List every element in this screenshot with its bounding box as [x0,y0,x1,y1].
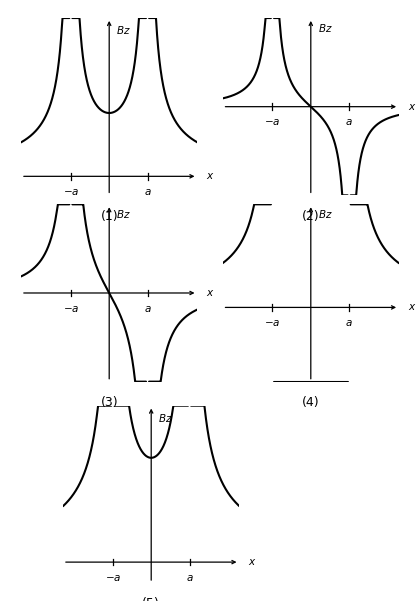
Text: $-a$: $-a$ [264,318,281,328]
Text: $x$: $x$ [248,557,257,567]
Text: $Bz$: $Bz$ [116,25,131,37]
Text: $x$: $x$ [206,288,215,298]
Text: $a$: $a$ [144,187,151,197]
Text: $Bz$: $Bz$ [116,208,131,220]
Text: $-a$: $-a$ [105,573,121,583]
Text: (3): (3) [100,396,118,409]
Text: $-a$: $-a$ [63,304,79,314]
Text: $-a$: $-a$ [264,117,281,127]
Text: (5): (5) [142,597,160,601]
Text: $x$: $x$ [408,302,416,313]
Text: $-a$: $-a$ [63,187,79,197]
Text: $a$: $a$ [345,117,353,127]
Text: $Bz$: $Bz$ [318,209,333,221]
Text: $Bz$: $Bz$ [158,412,173,424]
Text: $Bz$: $Bz$ [318,22,333,34]
Text: (1): (1) [100,210,118,222]
Text: (2): (2) [302,210,320,222]
Text: $a$: $a$ [144,304,151,314]
Text: $x$: $x$ [408,102,416,112]
Text: (4): (4) [302,396,320,409]
Text: $a$: $a$ [186,573,193,583]
Text: $a$: $a$ [345,318,353,328]
Text: $x$: $x$ [206,171,215,182]
